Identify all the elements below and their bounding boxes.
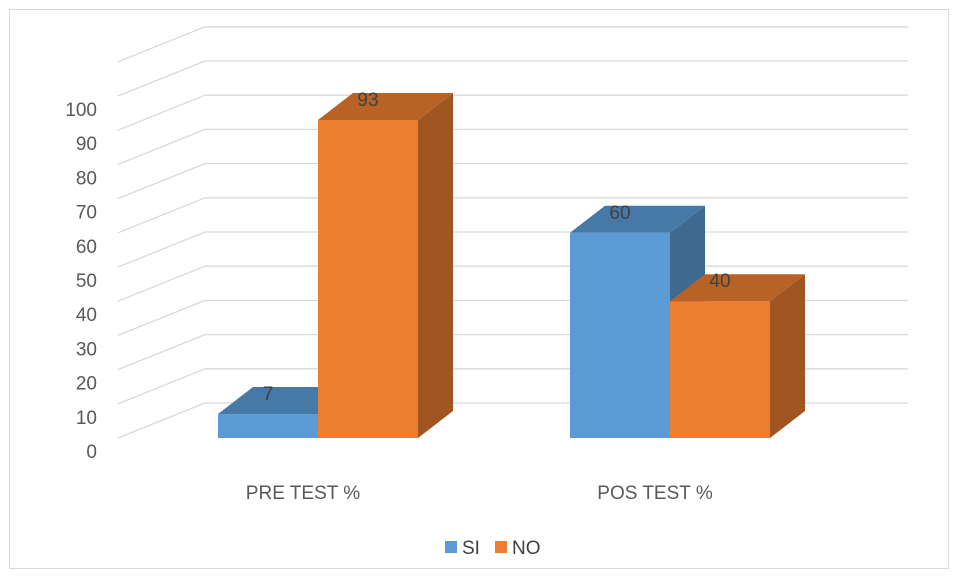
bar [670, 301, 770, 438]
legend-swatch [495, 541, 507, 553]
gridline-diagonal [117, 402, 206, 439]
x-category-label: PRE TEST % [246, 483, 360, 504]
bar [218, 414, 318, 438]
y-tick-label: 80 [76, 168, 97, 189]
bar-top [570, 205, 705, 233]
legend-label: SI [462, 538, 480, 559]
data-label: 40 [709, 271, 730, 292]
gridline-diagonal [117, 368, 206, 405]
y-tick-label: 40 [76, 305, 97, 326]
gridline-diagonal [117, 26, 206, 63]
gridline-diagonal [117, 94, 206, 131]
bar-top [318, 92, 453, 120]
gridline-diagonal [117, 162, 206, 200]
y-tick-label: 30 [76, 339, 97, 360]
gridline-diagonal [117, 128, 206, 166]
legend-swatch [445, 541, 457, 553]
y-axis-ticks: 0 10 20 30 40 50 60 70 80 90 100 [65, 100, 97, 463]
bar-side [770, 274, 805, 438]
y-tick-label: 0 [86, 442, 97, 463]
y-tick-label: 50 [76, 271, 97, 292]
bar [570, 232, 670, 438]
legend-label: NO [512, 538, 541, 559]
y-tick-label: 10 [76, 408, 97, 429]
x-axis-categories: PRE TEST % POS TEST % [246, 483, 713, 504]
data-label: 7 [263, 384, 274, 405]
y-tick-label: 100 [65, 100, 97, 121]
bar [318, 119, 418, 438]
y-tick-label: 70 [76, 203, 97, 224]
bar-top [670, 274, 805, 302]
x-category-label: POS TEST % [597, 483, 713, 504]
data-label: 60 [609, 203, 630, 224]
bar-side [418, 92, 453, 438]
data-label: 93 [357, 90, 378, 111]
gridline-diagonal [117, 299, 206, 337]
data-labels: 7 93 60 40 [263, 90, 731, 405]
gridline-diagonal [117, 265, 206, 302]
y-tick-label: 60 [76, 237, 97, 258]
y-tick-label: 20 [76, 374, 97, 395]
gridline-diagonal [117, 197, 206, 234]
legend: SI NO [445, 538, 541, 559]
gridline-diagonal [117, 231, 206, 268]
y-tick-label: 90 [76, 134, 97, 155]
gridline-diagonal [117, 333, 206, 371]
gridline-diagonal [117, 60, 206, 97]
bars [218, 92, 805, 438]
